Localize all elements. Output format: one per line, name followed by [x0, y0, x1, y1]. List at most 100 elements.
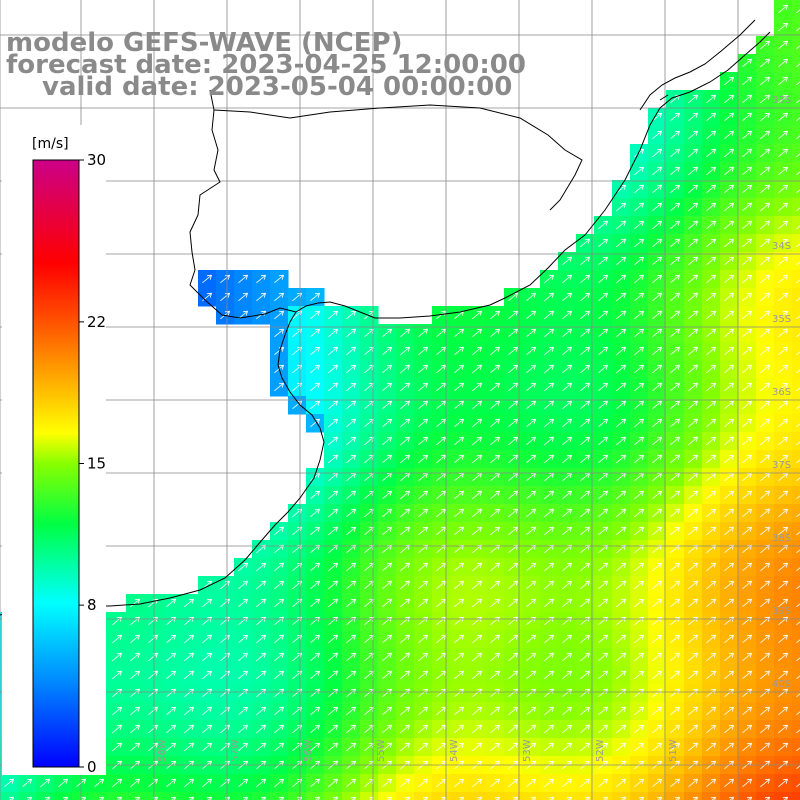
lon-label: 56W: [303, 739, 314, 762]
wind-arrow: [724, 580, 734, 590]
wind-arrow: [436, 526, 446, 536]
wind-arrow: [616, 454, 626, 464]
wind-arrow: [544, 670, 554, 680]
wind-arrow: [670, 346, 680, 356]
wind-arrow: [760, 238, 770, 248]
wind-arrow: [490, 526, 500, 536]
wind-cell: [234, 792, 253, 800]
wind-arrow: [490, 688, 500, 698]
wind-arrow: [382, 382, 392, 392]
wind-arrow: [382, 652, 392, 662]
wind-arrow: [598, 634, 608, 644]
wind-arrow: [490, 382, 500, 392]
wind-arrow: [310, 508, 320, 518]
wind-arrow: [436, 454, 446, 464]
wind-arrow: [688, 508, 698, 518]
wind-arrow: [652, 202, 662, 212]
wind-arrow: [634, 652, 644, 662]
wind-arrow: [454, 508, 464, 518]
wind-arrow: [616, 310, 626, 320]
wind-arrow: [562, 454, 572, 464]
wind-arrow: [742, 94, 752, 104]
wind-arrow: [580, 652, 590, 662]
wind-arrow: [310, 418, 320, 428]
wind-arrow: [130, 670, 140, 680]
wind-arrow: [400, 580, 410, 590]
wind-arrow: [454, 652, 464, 662]
wind-arrow: [796, 166, 800, 176]
wind-arrow: [796, 310, 800, 320]
wind-arrow: [544, 274, 554, 284]
wind-arrow: [796, 508, 800, 518]
wind-arrow: [508, 508, 518, 518]
wind-arrow: [670, 382, 680, 392]
wind-arrow: [616, 346, 626, 356]
wind-arrow: [796, 418, 800, 428]
wind-arrow: [670, 328, 680, 338]
lat-label: 33S: [772, 95, 791, 106]
wind-arrow: [724, 526, 734, 536]
lat-label: 40S: [772, 679, 791, 690]
wind-arrow: [472, 580, 482, 590]
wind-arrow: [382, 580, 392, 590]
wind-arrow: [742, 454, 752, 464]
wind-arrow: [508, 688, 518, 698]
wind-arrow: [580, 454, 590, 464]
wind-arrow: [418, 634, 428, 644]
wind-arrow: [778, 166, 788, 176]
wind-cell: [720, 792, 739, 800]
wind-cell: [342, 792, 361, 800]
wind-cell: [792, 216, 800, 235]
wind-arrow: [634, 220, 644, 230]
wind-arrow: [670, 238, 680, 248]
wind-cell: [792, 792, 800, 800]
wind-arrow: [670, 400, 680, 410]
wind-arrow: [634, 364, 644, 374]
wind-arrow: [616, 634, 626, 644]
wind-arrow: [562, 292, 572, 302]
wind-arrow: [472, 598, 482, 608]
wind-arrow: [454, 670, 464, 680]
wind-arrow: [688, 418, 698, 428]
wind-arrow: [508, 490, 518, 500]
wind-arrow: [418, 490, 428, 500]
wind-arrow: [706, 130, 716, 140]
wind-arrow: [724, 130, 734, 140]
wind-arrow: [724, 454, 734, 464]
wind-arrow: [652, 562, 662, 572]
wind-arrow: [310, 364, 320, 374]
wind-arrow: [742, 364, 752, 374]
wind-arrow: [274, 562, 284, 572]
wind-arrow: [454, 454, 464, 464]
wind-arrow: [256, 652, 266, 662]
lat-label: 35S: [772, 314, 791, 325]
wind-arrow: [796, 274, 800, 284]
wind-arrow: [670, 274, 680, 284]
wind-arrow: [652, 652, 662, 662]
wind-arrow: [796, 562, 800, 572]
wind-arrow: [742, 184, 752, 194]
wind-arrow: [706, 328, 716, 338]
wind-arrow: [706, 436, 716, 446]
wind-arrow: [238, 688, 248, 698]
wind-arrow: [526, 526, 536, 536]
wind-arrow: [544, 364, 554, 374]
wind-arrow: [472, 670, 482, 680]
wind-arrow: [328, 580, 338, 590]
wind-arrow: [670, 184, 680, 194]
wind-arrow: [796, 4, 800, 14]
wind-arrow: [760, 76, 770, 86]
wind-arrow: [508, 436, 518, 446]
wind-arrow: [634, 436, 644, 446]
wind-arrow: [670, 436, 680, 446]
wind-arrow: [688, 148, 698, 158]
wind-arrow: [670, 670, 680, 680]
wind-arrow: [310, 292, 320, 302]
wind-arrow: [742, 436, 752, 446]
wind-arrow: [328, 382, 338, 392]
wind-arrow: [562, 598, 572, 608]
wind-arrow: [544, 490, 554, 500]
wind-arrow: [382, 490, 392, 500]
wind-arrow: [490, 562, 500, 572]
